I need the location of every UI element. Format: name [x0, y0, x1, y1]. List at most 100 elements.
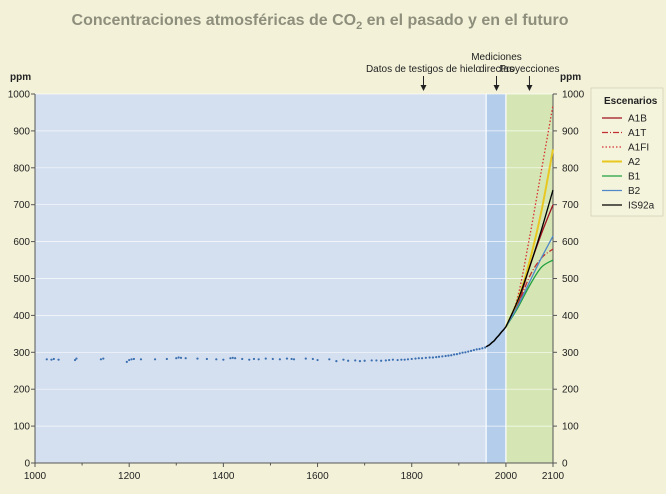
- ice-core-point: [469, 349, 473, 352]
- ice-core-point: [290, 357, 293, 361]
- chart-title: Concentraciones atmosféricas de CO2 en e…: [72, 12, 569, 32]
- annotation-ice-core-arrow-head: [420, 85, 427, 91]
- ice-core-point: [231, 356, 234, 359]
- y-tick-label-right-500: 500: [562, 274, 579, 285]
- chart-title-main: Concentraciones atmosféricas de CO: [72, 12, 357, 29]
- ice-core-point: [177, 356, 180, 359]
- annotations: Datos de testigos de hieloMedicionesdire…: [366, 52, 559, 91]
- ice-core-point: [175, 357, 178, 360]
- ice-core-point: [102, 357, 105, 360]
- annotation-projections-arrow-head: [526, 85, 533, 91]
- ice-core-point: [406, 358, 410, 361]
- y-tick-label-right-100: 100: [562, 422, 579, 433]
- annotation-projections-label: Proyecciones: [499, 64, 559, 75]
- ice-core-point: [179, 356, 183, 359]
- ice-core-point: [391, 358, 394, 361]
- y-tick-label-left-300: 300: [13, 348, 30, 359]
- ice-core-point: [128, 358, 131, 362]
- ice-core-point: [375, 359, 378, 362]
- ice-core-point: [125, 360, 128, 363]
- y-tick-label-right-900: 900: [562, 126, 579, 137]
- x-tick-label-1600: 1600: [306, 471, 329, 482]
- ice-core-point: [328, 358, 331, 361]
- ice-core-point: [264, 357, 267, 360]
- ice-core-point: [424, 356, 427, 359]
- annotation-direct-arrow-head: [493, 85, 500, 91]
- y-tick-label-right-1000: 1000: [562, 90, 585, 101]
- ice-core-point: [132, 357, 135, 361]
- ice-core-point: [428, 356, 431, 359]
- ice-core-point: [435, 355, 438, 359]
- ice-core-point: [342, 358, 345, 361]
- axes: 0 0 100 100 200 200 300 300 400 400 500 500 600 600 70…: [8, 90, 585, 483]
- y-tick-label-right-600: 600: [562, 237, 579, 248]
- ice-core-point: [215, 358, 218, 361]
- ice-core-point: [241, 357, 244, 361]
- x-tick-label-1000: 1000: [24, 471, 47, 482]
- legend-title: Escenarios: [604, 96, 658, 107]
- ice-core-point: [447, 354, 450, 357]
- ice-core-point: [311, 357, 314, 361]
- y-tick-label-left-400: 400: [13, 311, 30, 322]
- legend-label-b2: B2: [628, 186, 641, 197]
- ice-core-point: [444, 354, 447, 358]
- annotation-direct-label: Mediciones: [471, 52, 522, 63]
- ice-core-point: [45, 358, 48, 361]
- ice-core-point: [222, 358, 225, 361]
- y-tick-label-left-600: 600: [13, 237, 30, 248]
- ice-core-point: [410, 357, 413, 361]
- ice-core-point: [165, 357, 168, 361]
- ice-core-point: [229, 357, 232, 360]
- ice-core-point: [248, 358, 251, 361]
- x-tick-label-1400: 1400: [212, 471, 235, 482]
- legend-label-a1b: A1B: [628, 114, 647, 125]
- y-tick-label-left-900: 900: [13, 126, 30, 137]
- y-tick-label-right-200: 200: [562, 385, 579, 396]
- ice-core-point: [472, 348, 475, 352]
- ice-core-point: [453, 353, 456, 356]
- ice-core-point: [461, 351, 464, 354]
- ice-core-point: [196, 357, 199, 360]
- ice-core-point: [475, 348, 478, 351]
- ice-core-point: [354, 359, 357, 362]
- legend-label-is92a: IS92a: [628, 201, 655, 212]
- y-tick-label-left-500: 500: [13, 274, 30, 285]
- legend-items: A1B A1T A1FI A2 B1 B2 IS92a: [602, 114, 655, 212]
- annotation-ice-core-label: Datos de testigos de hielo: [366, 64, 482, 75]
- ice-core-point: [50, 358, 53, 361]
- ice-core-point: [420, 357, 424, 360]
- ice-core-point: [358, 360, 362, 363]
- ice-core-point: [441, 355, 444, 358]
- ice-core-point: [403, 358, 406, 361]
- ice-core-point: [75, 357, 78, 360]
- legend-label-a1fi: A1FI: [628, 143, 649, 154]
- legend-box: [590, 87, 664, 217]
- legend: Escenarios A1B A1T A1FI A2 B1 B2 IS92a: [590, 87, 664, 217]
- y-tick-label-right-0: 0: [562, 459, 568, 470]
- ice-core-point: [363, 359, 366, 362]
- ice-core-point: [278, 358, 281, 361]
- y-tick-label-left-1000: 1000: [8, 90, 31, 101]
- ice-core-point: [205, 357, 208, 361]
- ice-core-point: [431, 356, 435, 359]
- ice-core-point: [478, 347, 481, 351]
- ice-core-point: [484, 346, 487, 349]
- chart-title-subscript: 2: [356, 20, 362, 32]
- y-tick-label-left-100: 100: [13, 422, 30, 433]
- annotation-direct-label: directas: [479, 64, 514, 75]
- ice-core-point: [380, 359, 383, 362]
- series-line-b2: [505, 235, 554, 328]
- ice-core-point: [257, 358, 260, 361]
- y-tick-label-right-400: 400: [562, 311, 579, 322]
- ice-core-point: [234, 357, 237, 360]
- legend-label-a2: A2: [628, 157, 641, 168]
- ice-core-point: [347, 359, 350, 362]
- ice-core-point: [450, 354, 453, 357]
- y-tick-label-left-200: 200: [13, 385, 30, 396]
- y-tick-label-left-0: 0: [24, 459, 30, 470]
- ice-core-point: [335, 360, 338, 363]
- y-axis-unit-right: ppm: [560, 72, 581, 83]
- ice-core-point: [400, 358, 403, 361]
- y-tick-label-right-700: 700: [562, 200, 579, 211]
